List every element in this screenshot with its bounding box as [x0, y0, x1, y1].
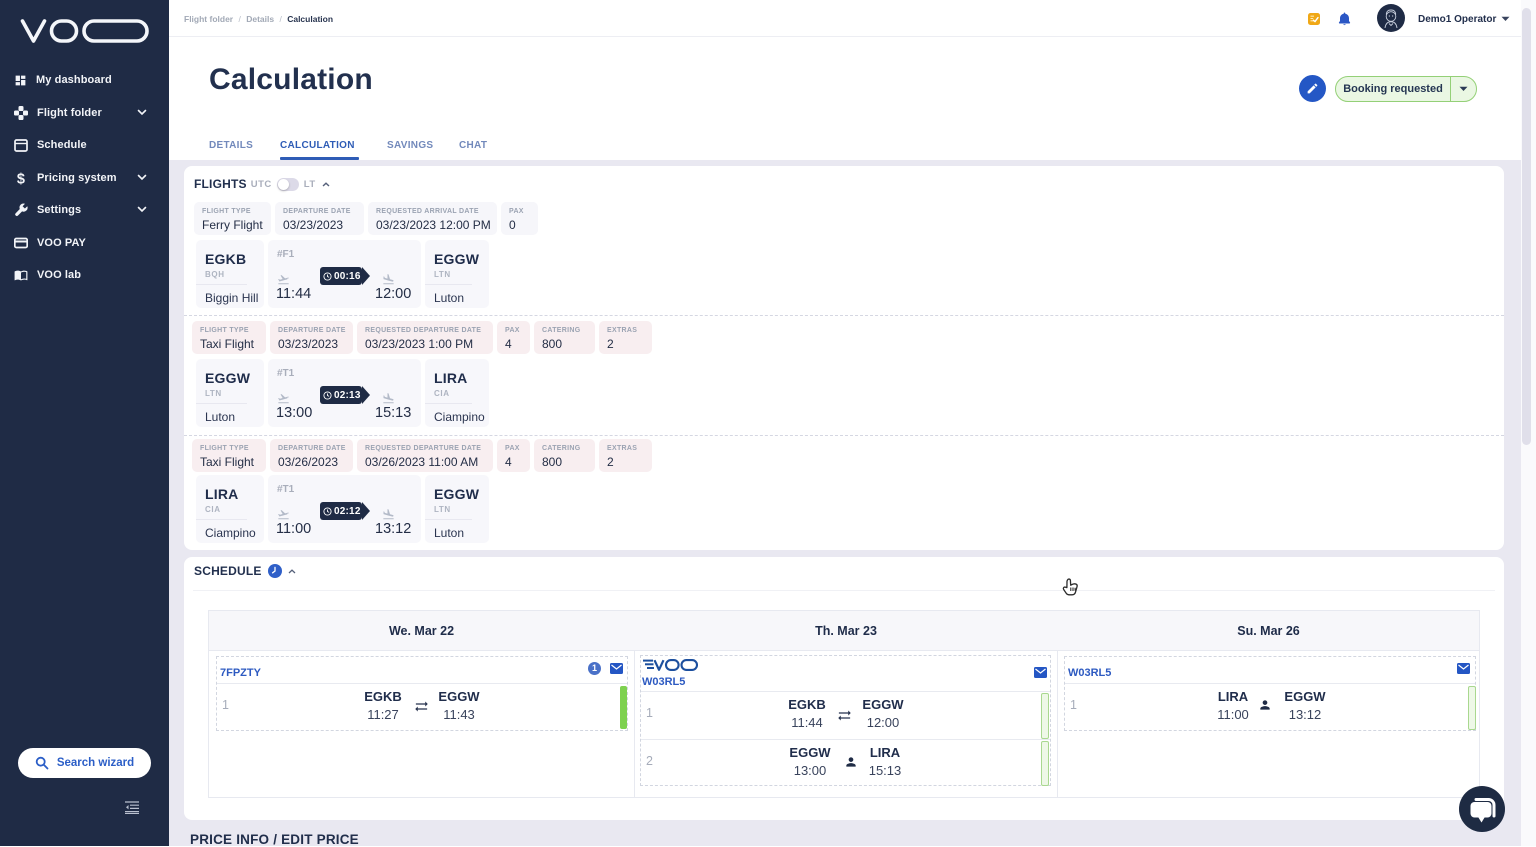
- svg-text:$: $: [17, 172, 25, 186]
